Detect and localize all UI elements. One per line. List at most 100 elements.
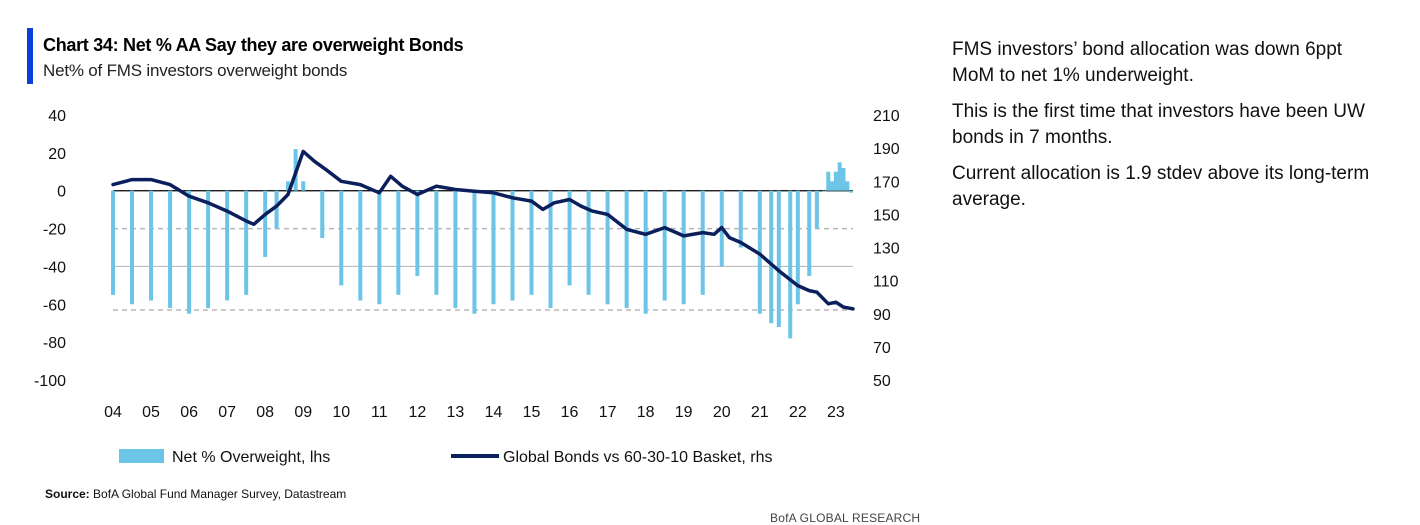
y-right-tick-label: 150 [873, 207, 900, 224]
source-note: Source: BofA Global Fund Manager Survey,… [45, 487, 346, 501]
y-left-tick-label: -80 [43, 335, 66, 352]
bar [472, 190, 477, 314]
y-left-tick-label: -40 [43, 259, 66, 276]
y-left-tick-label: 40 [48, 108, 66, 125]
bar [301, 181, 306, 191]
bar [548, 190, 553, 309]
x-tick-label: 21 [751, 404, 769, 421]
x-tick-label: 20 [713, 404, 731, 421]
x-tick-label: 19 [675, 404, 693, 421]
commentary-paragraph: FMS investors’ bond allocation was down … [952, 39, 1343, 86]
x-tick-label: 07 [218, 404, 236, 421]
bar [320, 190, 325, 239]
title-accent-bar [27, 28, 33, 84]
bar [700, 190, 705, 295]
y-right-tick-label: 190 [873, 141, 900, 158]
bar [830, 181, 835, 191]
x-tick-label: 06 [180, 404, 198, 421]
bar [377, 190, 382, 305]
y-right-tick-label: 90 [873, 307, 891, 324]
bar [567, 190, 572, 286]
bar [491, 190, 496, 305]
bar [833, 171, 838, 191]
bar [769, 190, 774, 324]
x-tick-label: 05 [142, 404, 160, 421]
bar [837, 162, 842, 191]
y-right-tick-label: 170 [873, 174, 900, 191]
bar [274, 190, 279, 229]
x-tick-label: 22 [789, 404, 807, 421]
x-tick-label: 17 [599, 404, 617, 421]
x-tick-label: 16 [561, 404, 579, 421]
x-tick-label: 23 [827, 404, 845, 421]
bar [662, 190, 667, 301]
bar [776, 190, 781, 327]
bar [807, 190, 812, 276]
bar [586, 190, 591, 295]
bar [510, 190, 515, 301]
commentary-panel: FMS investors’ bond allocation was down … [952, 37, 1382, 223]
y-left-tick-label: -100 [34, 373, 66, 390]
bar [358, 190, 363, 301]
x-tick-label: 09 [294, 404, 312, 421]
bar [130, 190, 135, 305]
chart-subtitle: Net% of FMS investors overweight bonds [43, 61, 348, 80]
x-tick-label: 04 [104, 404, 122, 421]
bar [814, 190, 819, 229]
y-left-tick-label: -60 [43, 297, 66, 314]
bar [681, 190, 686, 305]
y-right-tick-label: 110 [873, 274, 899, 291]
source-label: Source: [45, 487, 90, 501]
x-tick-label: 14 [485, 404, 503, 421]
bar [187, 190, 192, 314]
bar [339, 190, 344, 286]
bar [396, 190, 401, 295]
bar [149, 190, 154, 301]
line-series-global-bonds [111, 149, 855, 311]
bar-series-net-overweight [111, 149, 854, 339]
x-tick-label: 08 [256, 404, 274, 421]
bar [453, 190, 458, 309]
commentary-paragraph: Current allocation is 1.9 stdev above it… [952, 163, 1370, 210]
legend: Net % Overweight, lhs Global Bonds vs 60… [119, 449, 772, 466]
x-tick-label: 18 [637, 404, 655, 421]
bar [788, 190, 793, 339]
chart-title: Chart 34: Net % AA Say they are overweig… [43, 35, 464, 55]
bar [841, 168, 846, 191]
bar [624, 190, 629, 309]
legend-label-line: Global Bonds vs 60-30-10 Basket, rhs [503, 449, 772, 466]
bar [244, 190, 249, 295]
y-left-tick-label: -20 [43, 222, 66, 239]
x-tick-label: 11 [371, 404, 388, 421]
x-tick-label: 10 [332, 404, 350, 421]
bar [168, 190, 173, 309]
bar [206, 190, 211, 309]
line-path [111, 149, 855, 311]
y-left-tick-label: 20 [48, 146, 66, 163]
y-right-tick-label: 70 [873, 340, 891, 357]
bar [263, 190, 268, 257]
x-tick-label: 15 [523, 404, 541, 421]
y-right-tick-label: 50 [873, 373, 891, 390]
bar [605, 190, 610, 305]
bar [225, 190, 230, 301]
commentary-paragraph: This is the first time that investors ha… [952, 101, 1365, 148]
y-left-tick-label: 0 [57, 184, 66, 201]
bar [845, 181, 850, 191]
source-text: BofA Global Fund Manager Survey, Datastr… [93, 487, 347, 501]
bar [849, 190, 854, 193]
bar [286, 181, 291, 191]
chart-svg: 40200-20-40-60-80-1002101901701501301109… [34, 108, 900, 466]
bar [795, 190, 800, 305]
x-tick-label: 13 [447, 404, 465, 421]
y-right-tick-label: 210 [873, 108, 900, 125]
bar [738, 190, 743, 248]
legend-label-bars: Net % Overweight, lhs [172, 449, 330, 466]
bar [529, 190, 534, 295]
bar [826, 171, 831, 191]
bar [111, 190, 115, 295]
bar [643, 190, 648, 314]
axes: 40200-20-40-60-80-1002101901701501301109… [34, 108, 900, 421]
bar [822, 190, 827, 192]
bar [434, 190, 439, 295]
